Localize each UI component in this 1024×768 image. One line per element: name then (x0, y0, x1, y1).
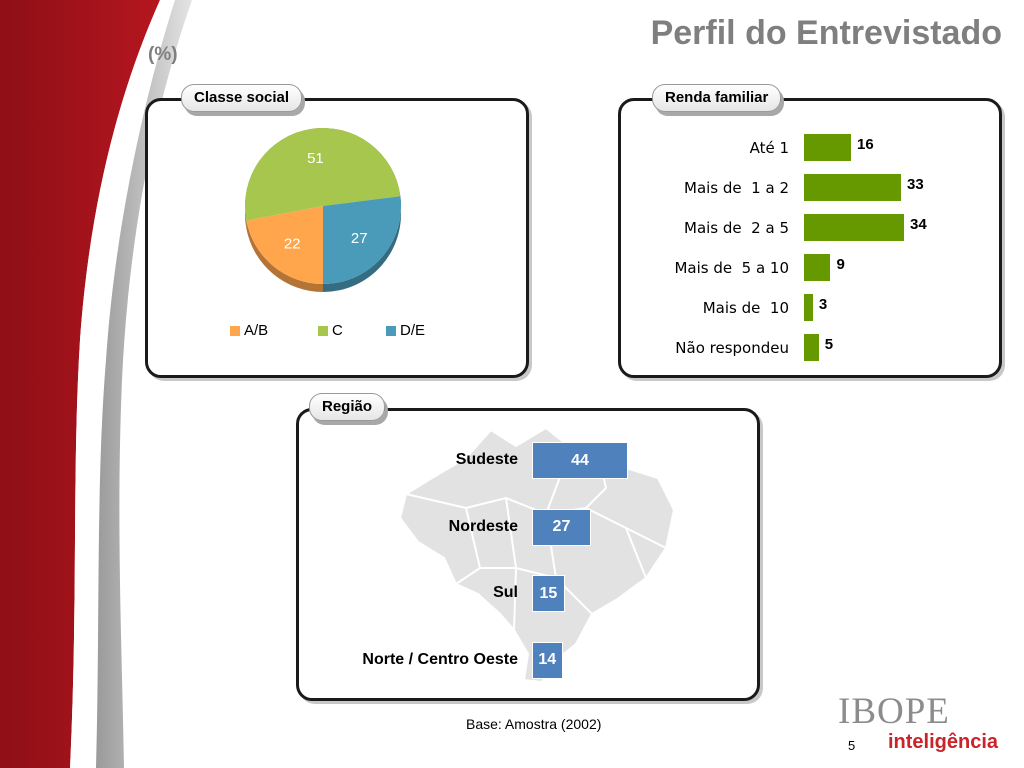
legend-item-de: D/E (386, 322, 425, 339)
income-value-label: 9 (836, 256, 845, 273)
region-bar: 27 (532, 508, 591, 546)
legend-swatch-de (386, 325, 396, 336)
legend-label-ab: A/B (244, 322, 269, 339)
income-bar (804, 254, 831, 281)
base-note: Base: Amostra (2002) (466, 716, 602, 732)
inteligencia-logo: inteligência (888, 731, 999, 753)
ibope-logo: IBOPE (838, 691, 950, 732)
income-category-label: Mais de 1 a 2 (684, 179, 789, 197)
pie-value-label-c: 51 (307, 150, 324, 167)
renda-familiar-tab: Renda familiar (652, 84, 782, 112)
income-category-label: Até 1 (749, 139, 789, 157)
page-title: Perfil do Entrevistado (650, 14, 1002, 52)
page-number: 5 (848, 738, 856, 753)
legend-label-de: D/E (400, 322, 426, 339)
pie-slice-side-ab (246, 220, 323, 292)
income-value-label: 5 (824, 336, 834, 353)
income-bar (804, 174, 902, 201)
region-category-label: Norte / Centro Oeste (362, 650, 518, 668)
income-bar (804, 334, 819, 361)
pie-value-label-ab: 22 (284, 235, 301, 252)
region-bar: 44 (532, 442, 628, 479)
unit-label: (%) (148, 44, 178, 65)
pie-value-label-de: 27 (351, 230, 368, 247)
income-category-label: Mais de 5 a 10 (674, 259, 789, 277)
region-bar: 15 (532, 575, 565, 612)
income-bar (804, 134, 852, 161)
classe-social-tab: Classe social (181, 84, 303, 112)
income-value-label: 3 (818, 296, 828, 313)
legend-item-c: C (318, 322, 343, 339)
legend-label-c: C (332, 322, 343, 339)
income-bar (804, 294, 813, 321)
region-category-label: Sul (493, 584, 518, 601)
income-category-label: Não respondeu (675, 339, 789, 357)
legend-item-ab: A/B (230, 322, 268, 339)
pie-slice-ab (246, 206, 323, 284)
classe-social-pie-chart: 22 51 27 (245, 128, 401, 292)
income-category-label: Mais de 10 (702, 299, 789, 317)
region-category-label: Sudeste (455, 451, 518, 468)
pie-slice-c (245, 128, 401, 221)
legend-swatch-ab (230, 325, 240, 336)
regiao-tab: Região (309, 393, 386, 421)
legend-swatch-c (318, 325, 328, 336)
pie-legend: A/B C D/E (230, 322, 490, 344)
region-category-label: Nordeste (448, 517, 518, 535)
income-value-label: 34 (910, 216, 927, 233)
income-value-label: 33 (907, 176, 924, 193)
pie-slice-de (323, 196, 401, 284)
income-category-label: Mais de 2 a 5 (684, 219, 789, 237)
income-bar (804, 214, 904, 241)
income-value-label: 16 (857, 136, 874, 153)
region-bar: 14 (532, 641, 563, 679)
